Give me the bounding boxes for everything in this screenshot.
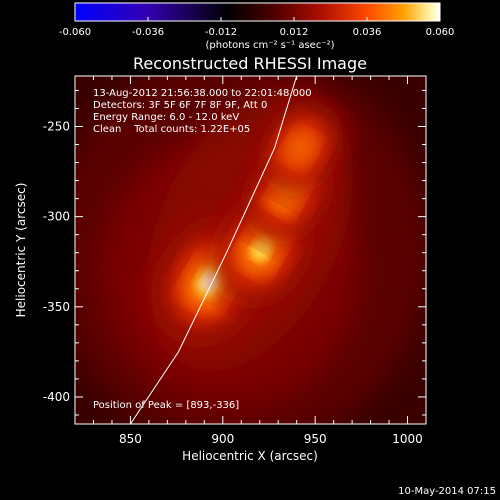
colorbar-tick-label: 0.060 bbox=[426, 27, 455, 38]
annotation-detectors: Detectors: 3F 5F 6F 7F 8F 9F, Att 0 bbox=[93, 100, 267, 111]
colorbar-tick-label: 0.012 bbox=[280, 27, 309, 38]
x-tick-label: 950 bbox=[304, 432, 327, 446]
source-blob-2 bbox=[250, 236, 273, 262]
chart-title: Reconstructed RHESSI Image bbox=[133, 54, 367, 73]
x-tick-label: 900 bbox=[211, 432, 234, 446]
plot-frame bbox=[74, 75, 427, 425]
y-axis-label: Heliocentric Y (arcsec) bbox=[14, 183, 28, 318]
x-axis-ticks: 850 900 950 1000 bbox=[92, 76, 427, 446]
x-tick-label: 850 bbox=[119, 432, 142, 446]
annotation-peak-position: Position of Peak = [893,-336] bbox=[93, 400, 239, 411]
y-tick-label: -300 bbox=[43, 210, 70, 224]
annotation-time-range: 13-Aug-2012 21:56:38.000 to 22:01:48.000 bbox=[93, 88, 312, 99]
source-blob-4 bbox=[283, 129, 318, 167]
y-tick-label: -350 bbox=[43, 300, 70, 314]
annotation-energy-range: Energy Range: 6.0 - 12.0 keV bbox=[93, 112, 239, 123]
colorbar-tick-label: 0.036 bbox=[353, 27, 382, 38]
colorbar-tick-label: -0.036 bbox=[132, 27, 164, 38]
y-axis-ticks: -250 -300 -350 -400 bbox=[43, 89, 426, 416]
annotation-clean-counts: Clean Total counts: 1.22E+05 bbox=[93, 124, 250, 135]
x-axis-label: Heliocentric X (arcsec) bbox=[182, 449, 318, 463]
y-tick-label: -400 bbox=[43, 390, 70, 404]
colorbar-tick-label: -0.060 bbox=[59, 27, 91, 38]
colorbar-ticks: -0.060 -0.036 -0.012 0.012 0.036 0.060 bbox=[59, 17, 454, 38]
colorbar bbox=[74, 2, 441, 22]
x-tick-label: 1000 bbox=[392, 432, 423, 446]
heatmap-image bbox=[75, 76, 426, 424]
y-tick-label: -250 bbox=[43, 119, 70, 133]
colorbar-unit-label: (photons cm⁻² s⁻¹ asec⁻²) bbox=[205, 40, 334, 51]
colorbar-tick-label: -0.012 bbox=[205, 27, 237, 38]
footer-timestamp: 10-May-2014 07:15 bbox=[398, 486, 496, 497]
solar-limb-line bbox=[130, 76, 298, 424]
